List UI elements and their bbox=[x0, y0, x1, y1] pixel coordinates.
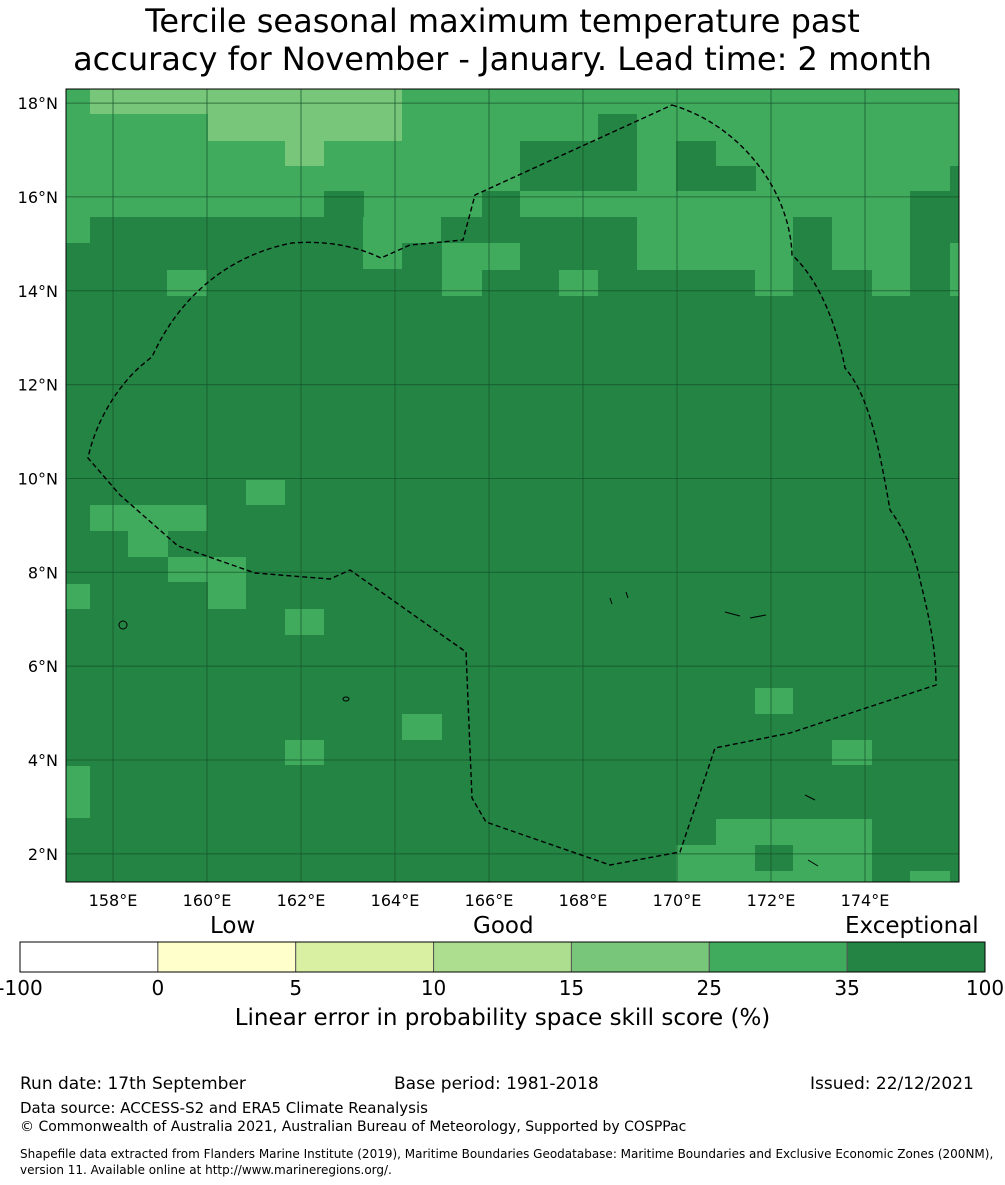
skill-cell bbox=[910, 191, 959, 217]
map-gridlines bbox=[66, 89, 959, 882]
skill-cell bbox=[520, 141, 637, 191]
skill-cell bbox=[128, 531, 168, 557]
skill-cell bbox=[246, 480, 285, 505]
skill-cell bbox=[402, 714, 442, 740]
skill-cell bbox=[66, 766, 90, 818]
colorbar-segment bbox=[708, 941, 848, 973]
colorbar bbox=[19, 941, 986, 973]
skill-cell bbox=[90, 505, 207, 531]
colorbar-tick-label: -100 bbox=[0, 976, 43, 1000]
longitude-tick-labels: 158°E 160°E 162°E 164°E 166°E 168°E 170°E 172°E… bbox=[89, 891, 890, 910]
longitude-tick-label: 166°E bbox=[465, 891, 514, 910]
skill-cell bbox=[676, 141, 716, 191]
map-frame bbox=[65, 88, 960, 883]
shapefile-credit: Shapefile data extracted from Flanders M… bbox=[20, 1147, 994, 1177]
skill-cell bbox=[950, 243, 959, 296]
skill-cell bbox=[66, 217, 90, 243]
colorbar-segment bbox=[295, 941, 435, 973]
colorbar-tick-label: 25 bbox=[696, 976, 723, 1000]
skill-cell bbox=[832, 217, 910, 270]
colorbar-tick-label: 15 bbox=[558, 976, 585, 1000]
colorbar-label-low: Low bbox=[210, 913, 256, 939]
colorbar-label-good: Good bbox=[473, 913, 534, 939]
colorbar-frame bbox=[19, 941, 986, 973]
skill-cell bbox=[637, 217, 755, 270]
skill-cell bbox=[910, 871, 950, 882]
skill-cell bbox=[285, 609, 324, 635]
latitude-tick-label: 2°N bbox=[28, 845, 58, 864]
skill-cell bbox=[755, 217, 793, 296]
skill-cell bbox=[208, 582, 246, 609]
colorbar-tick-label: 10 bbox=[420, 976, 447, 1000]
colorbar-segment bbox=[570, 941, 710, 973]
latitude-tick-label: 10°N bbox=[18, 469, 58, 488]
skill-cell bbox=[285, 740, 324, 765]
skill-cell bbox=[66, 584, 90, 609]
longitude-tick-label: 168°E bbox=[559, 891, 608, 910]
skill-cell bbox=[832, 740, 872, 765]
longitude-tick-label: 164°E bbox=[371, 891, 420, 910]
colorbar-tick-label: 0 bbox=[151, 976, 165, 1000]
longitude-tick-label: 158°E bbox=[89, 891, 138, 910]
colorbar-label-exceptional: Exceptional bbox=[845, 913, 979, 939]
longitude-tick-label: 162°E bbox=[277, 891, 326, 910]
latitude-tick-label: 12°N bbox=[18, 376, 58, 395]
latitude-tick-label: 8°N bbox=[28, 563, 58, 582]
colorbar-segment bbox=[19, 941, 159, 973]
title-line-2: accuracy for November - January. Lead ti… bbox=[73, 40, 932, 78]
colorbar-segment bbox=[433, 941, 572, 973]
data-source: Data source: ACCESS-S2 and ERA5 Climate … bbox=[20, 1099, 428, 1117]
skill-cell bbox=[402, 217, 441, 243]
copyright: © Commonwealth of Australia 2021, Austra… bbox=[20, 1119, 687, 1135]
latitude-tick-label: 6°N bbox=[28, 657, 58, 676]
skill-cell bbox=[716, 166, 756, 191]
colorbar-title: Linear error in probability space skill … bbox=[234, 1005, 771, 1031]
skill-cell bbox=[90, 89, 208, 114]
longitude-tick-label: 174°E bbox=[841, 891, 890, 910]
title-line-1: Tercile seasonal maximum temperature pas… bbox=[145, 2, 860, 40]
skill-cell bbox=[716, 819, 872, 845]
skill-cell bbox=[324, 191, 364, 217]
latitude-tick-label: 4°N bbox=[28, 751, 58, 770]
latitude-tick-labels: 18°N 16°N 14°N 12°N 10°N 8°N 6°N 4°N 2°N bbox=[18, 94, 58, 864]
base-period: Base period: 1981-2018 bbox=[394, 1074, 599, 1094]
skill-cell bbox=[872, 270, 910, 296]
skill-cell bbox=[755, 845, 793, 871]
skill-cell bbox=[442, 243, 520, 270]
skill-grid-cells bbox=[66, 89, 959, 882]
latitude-tick-label: 16°N bbox=[18, 188, 58, 207]
longitude-tick-label: 172°E bbox=[747, 891, 796, 910]
map-title: Tercile seasonal maximum temperature pas… bbox=[0, 2, 1005, 78]
colorbar-segment bbox=[157, 941, 297, 973]
colorbar-tick-label: 5 bbox=[289, 976, 303, 1000]
skill-background bbox=[66, 89, 959, 882]
issued-date: Issued: 22/12/2021 bbox=[810, 1074, 974, 1094]
run-date: Run date: 17th September bbox=[20, 1074, 246, 1094]
longitude-tick-label: 170°E bbox=[653, 891, 702, 910]
skill-cell bbox=[442, 270, 482, 296]
colorbar-tick-label: 35 bbox=[834, 976, 860, 1000]
colorbar-segment bbox=[846, 941, 986, 973]
skill-cell bbox=[285, 141, 324, 166]
skill-cell bbox=[482, 191, 520, 217]
longitude-tick-label: 160°E bbox=[183, 891, 232, 910]
atoll-outlines bbox=[118, 591, 819, 867]
skill-cell bbox=[363, 243, 402, 269]
latitude-tick-label: 14°N bbox=[18, 282, 58, 301]
skill-cell bbox=[559, 270, 598, 296]
latitude-tick-label: 18°N bbox=[18, 94, 58, 113]
skill-cell bbox=[950, 166, 959, 191]
colorbar-tick-label: 100 bbox=[965, 976, 1005, 1000]
skill-cell bbox=[208, 89, 402, 141]
skill-cell bbox=[755, 688, 793, 714]
skill-cell bbox=[167, 270, 207, 296]
skill-cell bbox=[598, 114, 637, 141]
skill-map: 158°E 160°E 162°E 164°E 166°E 168°E 170°E 172°E… bbox=[18, 88, 960, 910]
